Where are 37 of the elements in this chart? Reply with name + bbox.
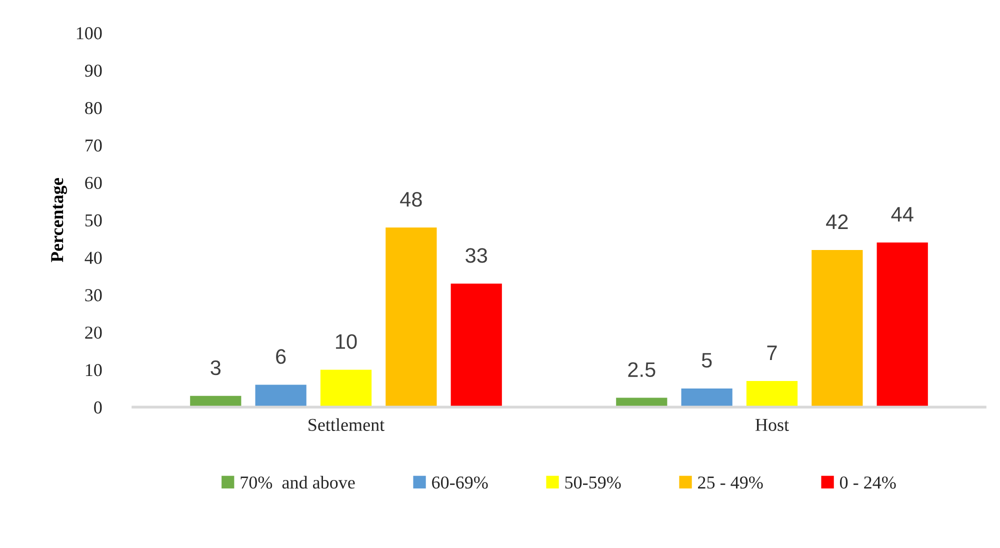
y-tick-label: 10 (86, 364, 102, 376)
legend-label: 60-69% (432, 476, 488, 489)
bar (320, 370, 372, 408)
y-tick-label: 30 (85, 289, 102, 302)
data-label: 10 (336, 334, 357, 349)
data-label: 42 (826, 214, 848, 229)
bar (746, 380, 798, 408)
data-label: 7 (767, 346, 777, 360)
bar (255, 384, 306, 408)
legend-label: 70% and above (240, 476, 355, 489)
y-tick-label: 0 (94, 401, 102, 414)
x-tick-label: Settlement (308, 418, 385, 431)
y-tick-label: 40 (84, 252, 102, 264)
y-tick-label: 80 (85, 102, 102, 114)
data-label: 48 (400, 192, 422, 207)
data-label: 44 (891, 207, 914, 222)
data-label: 3 (210, 360, 221, 376)
x-tick-label: Host (755, 418, 789, 431)
y-tick-label: 100 (76, 27, 102, 40)
bar (876, 242, 928, 408)
y-tick-label: 50 (85, 214, 102, 226)
y-tick-label: 90 (84, 64, 102, 77)
legend-label: 0 - 24% (840, 476, 896, 489)
bar (386, 228, 437, 408)
data-label: 2.5 (628, 362, 656, 378)
y-tick-label: 70 (86, 139, 102, 152)
y-tick-label: 60 (85, 176, 102, 190)
data-label: 6 (276, 349, 286, 364)
y-axis-title: Percentage (51, 178, 68, 262)
bar (812, 250, 863, 408)
data-label: 33 (466, 248, 488, 263)
legend-label: 25 - 49% (698, 476, 763, 489)
bar (450, 284, 502, 408)
legend-label: 50-59% (565, 476, 621, 489)
data-label: 5 (702, 353, 712, 368)
y-tick-label: 20 (85, 326, 102, 339)
bar (681, 388, 732, 408)
